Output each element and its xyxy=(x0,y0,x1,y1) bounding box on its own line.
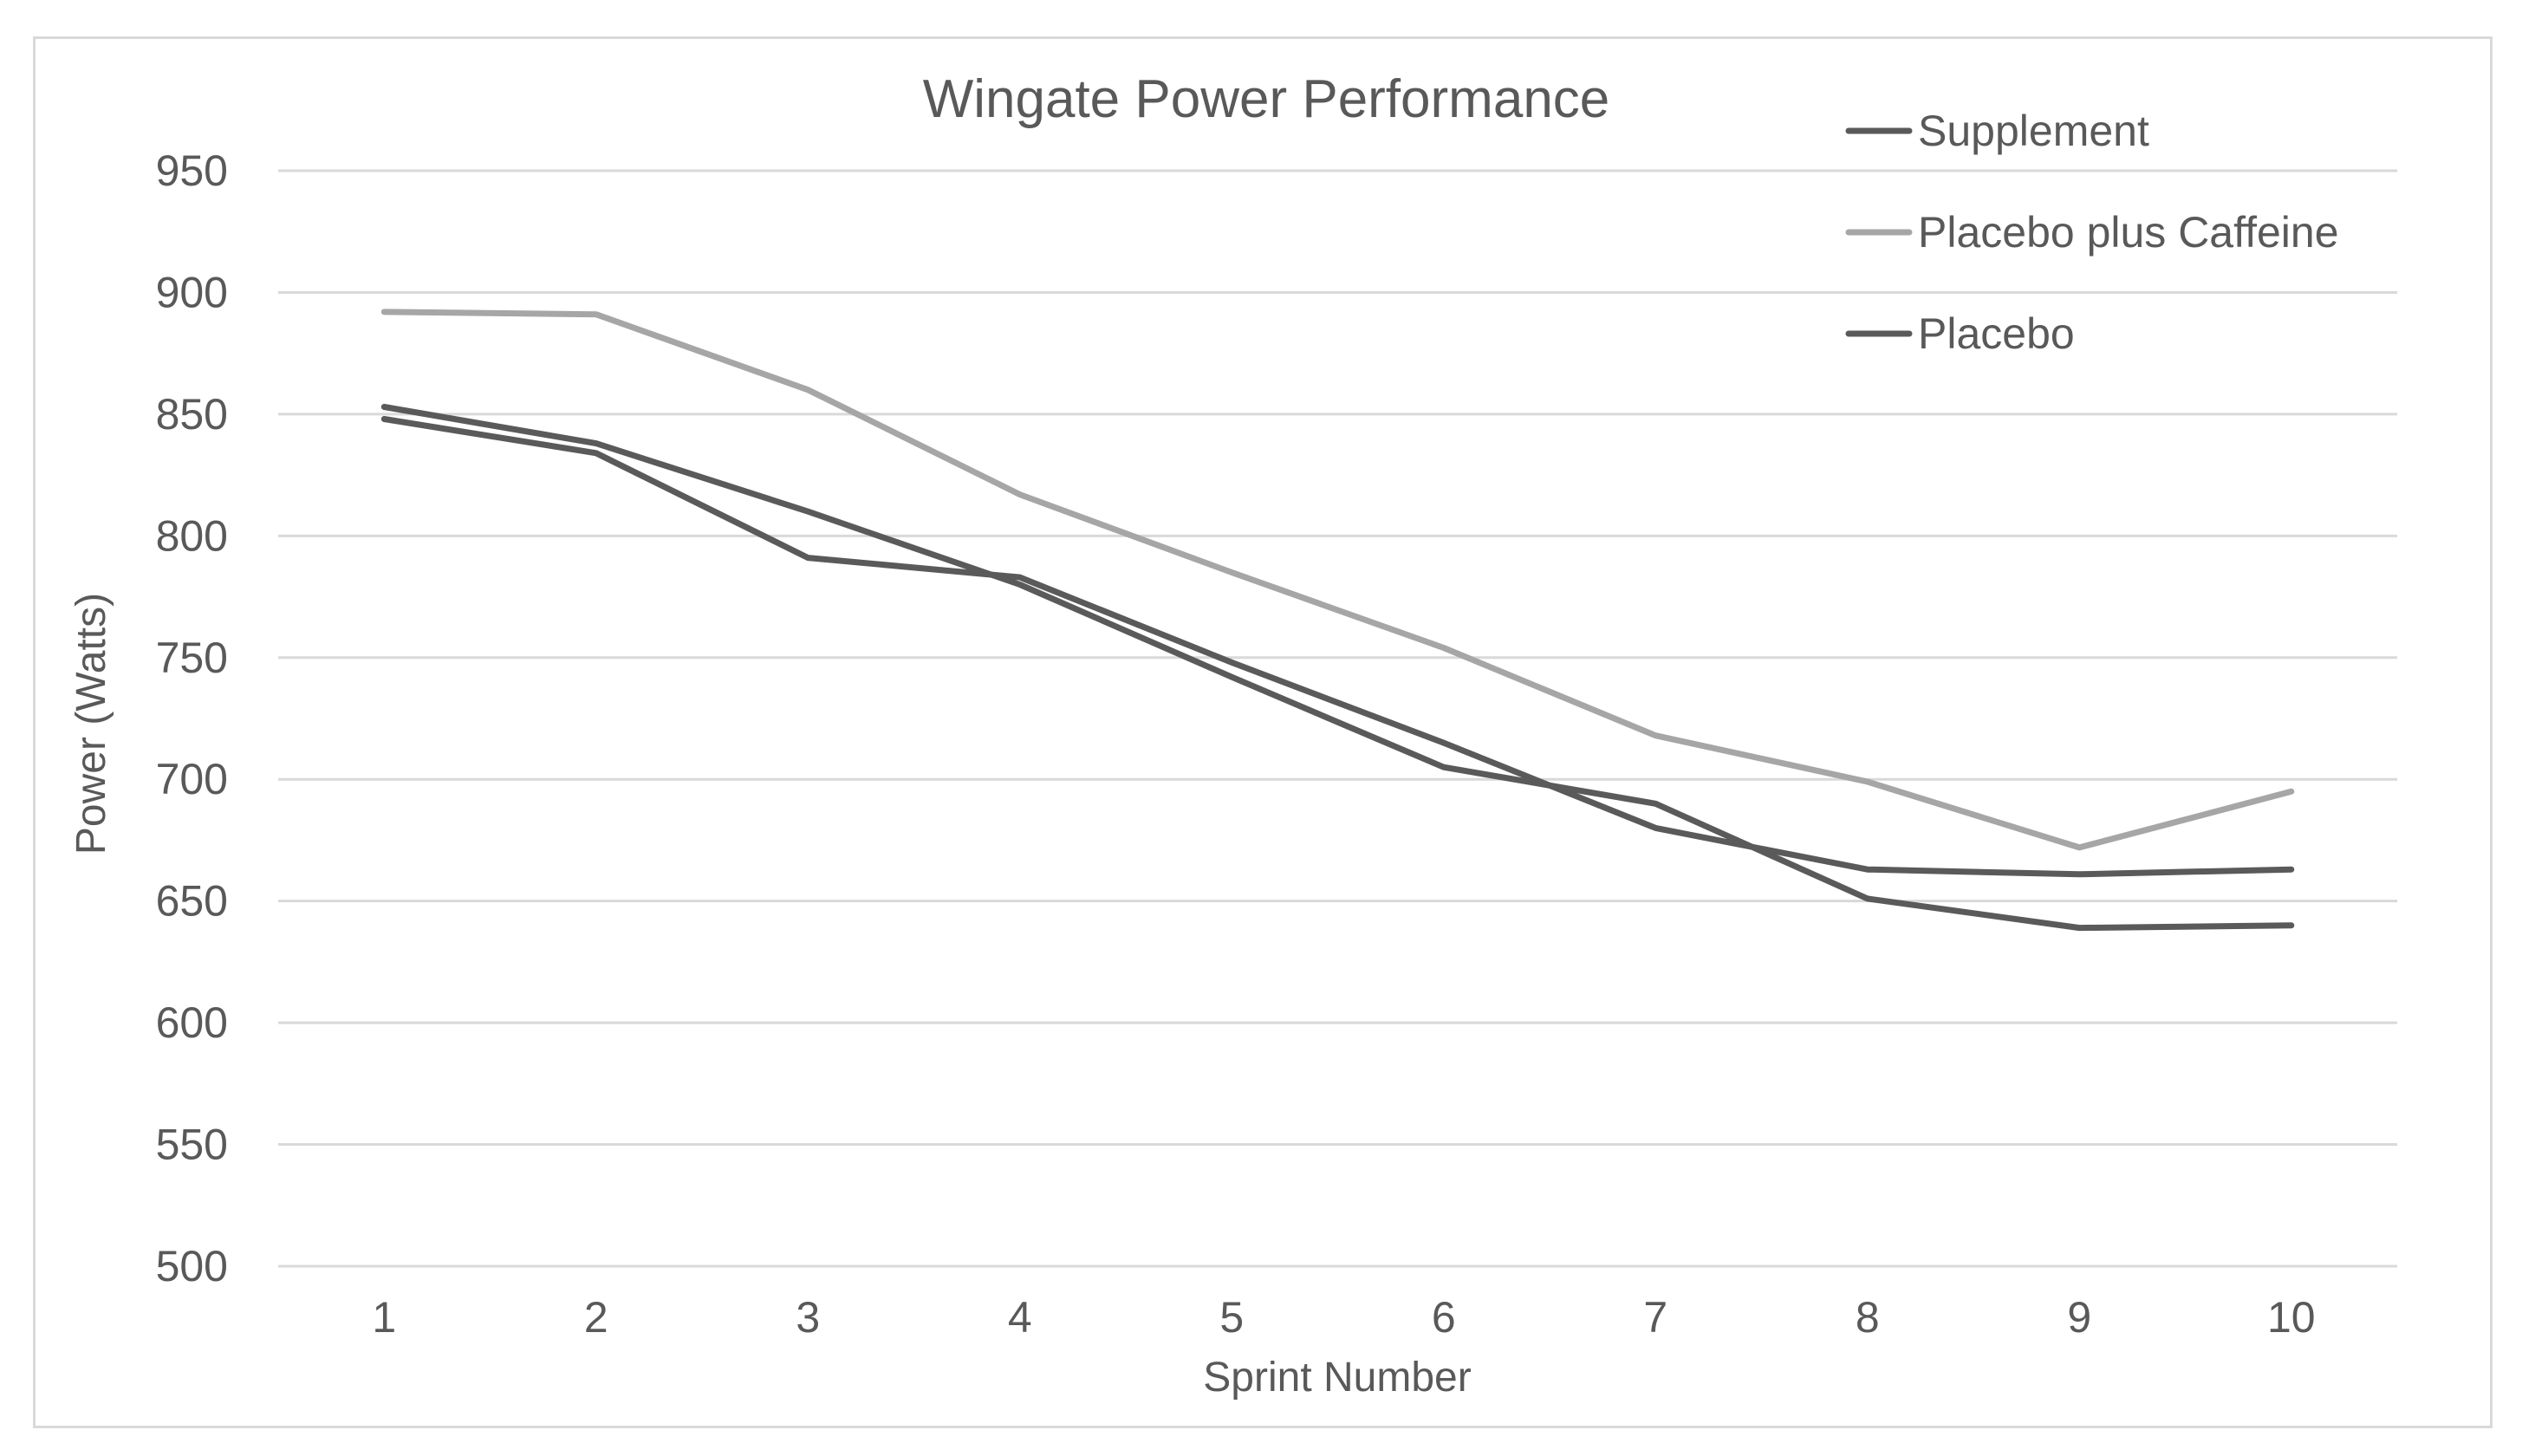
x-tick-label: 4 xyxy=(1008,1293,1032,1342)
y-tick-label: 650 xyxy=(156,877,228,926)
y-tick-label: 700 xyxy=(156,755,228,803)
x-tick-label: 6 xyxy=(1432,1293,1456,1342)
y-tick-label: 950 xyxy=(156,146,228,195)
x-tick-label: 3 xyxy=(796,1293,820,1342)
series-lines xyxy=(380,309,2295,932)
y-tick-label: 500 xyxy=(156,1242,228,1290)
line-chart: 500 550 600 650 700 750 800 850 900 950 1 2 3 4 5 6 7 8 9… xyxy=(68,69,2397,1401)
series-line-placebo xyxy=(380,404,2295,932)
chart-title: Wingate Power Performance xyxy=(923,69,1610,129)
x-tick-label: 10 xyxy=(2267,1293,2316,1342)
legend-label-supplement: Supplement xyxy=(1918,107,2149,155)
y-tick-label: 850 xyxy=(156,390,228,439)
x-tick-label: 9 xyxy=(2067,1293,2091,1342)
legend-label-placebo-plus-caffeine: Placebo plus Caffeine xyxy=(1918,208,2339,257)
gridlines xyxy=(278,169,2397,1268)
y-tick-label: 900 xyxy=(156,268,228,316)
y-tick-label: 800 xyxy=(156,511,228,560)
x-tick-label: 2 xyxy=(584,1293,608,1342)
series-line-supplement xyxy=(380,416,2295,878)
y-tick-label: 600 xyxy=(156,998,228,1047)
x-tick-labels: 1 2 3 4 5 6 7 8 9 10 xyxy=(372,1293,2315,1342)
y-tick-label: 550 xyxy=(156,1121,228,1169)
series-line-placebo-plus-caffeine xyxy=(380,309,2295,851)
x-tick-label: 7 xyxy=(1643,1293,1667,1342)
x-tick-label: 8 xyxy=(1856,1293,1880,1342)
x-axis-label: Sprint Number xyxy=(1203,1355,1471,1401)
x-tick-label: 1 xyxy=(372,1293,396,1342)
chart-frame: 500 550 600 650 700 750 800 850 900 950 1 2 3 4 5 6 7 8 9… xyxy=(33,36,2493,1428)
legend-label-placebo: Placebo xyxy=(1918,309,2075,358)
y-tick-labels: 500 550 600 650 700 750 800 850 900 950 xyxy=(156,146,228,1290)
legend: Supplement Placebo plus Caffeine Placebo xyxy=(1845,107,2339,358)
x-tick-label: 5 xyxy=(1219,1293,1244,1342)
y-axis-label: Power (Watts) xyxy=(68,593,114,855)
y-tick-label: 750 xyxy=(156,634,228,682)
